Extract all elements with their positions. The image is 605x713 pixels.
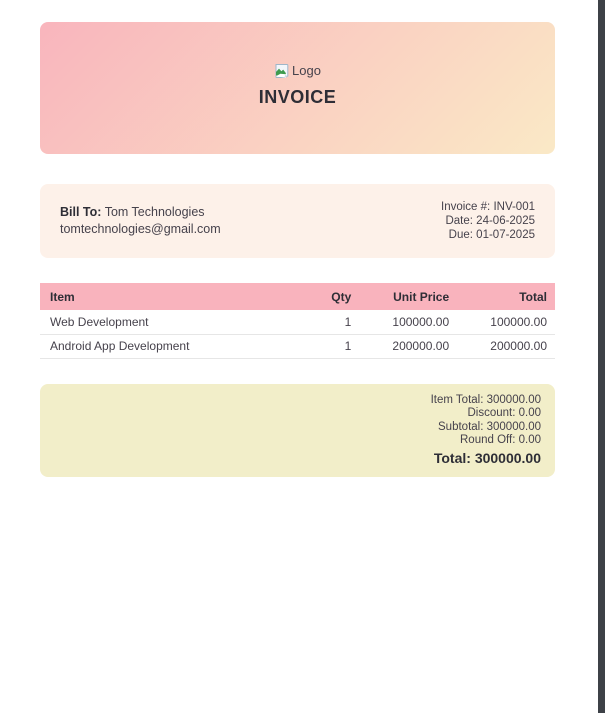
- summary-subtotal-value: 300000.00: [486, 420, 541, 433]
- item-qty-cell: 1: [282, 310, 360, 335]
- item-unit-price-cell: 100000.00: [359, 310, 458, 335]
- item-qty-cell: 1: [282, 334, 360, 359]
- item-unit-price-cell: 200000.00: [359, 334, 458, 359]
- column-header-qty: Qty: [282, 283, 360, 310]
- window-edge: [598, 0, 605, 713]
- invoice-meta-block: Invoice #: INV-001 Date: 24-06-2025 Due:…: [441, 200, 535, 242]
- summary-card: Item Total: 300000.00 Discount: 0.00 Sub…: [40, 383, 555, 477]
- column-header-unit-price: Unit Price: [359, 283, 458, 310]
- summary-subtotal-line: Subtotal: 300000.00: [54, 421, 541, 435]
- table-row: Android App Development 1 200000.00 2000…: [40, 334, 555, 359]
- grand-total-value: 300000.00: [474, 449, 541, 466]
- column-header-item: Item: [40, 283, 283, 310]
- summary-item-total-value: 300000.00: [486, 393, 541, 406]
- invoice-number-line: Invoice #: INV-001: [441, 200, 535, 214]
- item-name-cell: Web Development: [40, 310, 283, 335]
- bill-to-line: Bill To: Tom Technologies: [60, 204, 221, 221]
- bill-to-block: Bill To: Tom Technologies tomtechnologie…: [60, 204, 221, 238]
- invoice-date-label: Date:: [445, 215, 473, 227]
- table-row: Web Development 1 100000.00 100000.00: [40, 310, 555, 335]
- item-name-cell: Android App Development: [40, 334, 283, 359]
- summary-discount-label: Discount:: [467, 407, 516, 419]
- invoice-number-value: INV-001: [493, 201, 535, 213]
- invoice-header-card: Logo INVOICE: [40, 22, 555, 154]
- client-name: Tom Technologies: [104, 205, 205, 219]
- column-header-total: Total: [457, 283, 555, 310]
- summary-round-off-line: Round Off: 0.00: [54, 434, 541, 448]
- invoice-date-value: 24-06-2025: [476, 215, 535, 227]
- summary-round-off-value: 0.00: [518, 434, 541, 446]
- billing-card: Bill To: Tom Technologies tomtechnologie…: [40, 184, 555, 258]
- summary-item-total-label: Item Total:: [430, 393, 484, 406]
- invoice-due-line: Due: 01-07-2025: [441, 228, 535, 242]
- items-table: Item Qty Unit Price Total Web Developmen…: [40, 283, 555, 359]
- invoice-page: Logo INVOICE Bill To: Tom Technologies t…: [40, 0, 555, 477]
- logo-line: Logo: [274, 63, 321, 79]
- item-total-cell: 200000.00: [457, 334, 555, 359]
- summary-discount-value: 0.00: [518, 407, 541, 419]
- broken-image-icon: [274, 63, 290, 79]
- summary-round-off-label: Round Off:: [460, 434, 516, 446]
- invoice-number-label: Invoice #:: [441, 201, 491, 213]
- invoice-due-value: 01-07-2025: [476, 229, 535, 241]
- logo-alt-text: Logo: [292, 63, 321, 78]
- grand-total-line: Total: 300000.00: [54, 449, 541, 466]
- client-email: tomtechnologies@gmail.com: [60, 222, 221, 236]
- summary-item-total-line: Item Total: 300000.00: [54, 394, 541, 408]
- invoice-date-line: Date: 24-06-2025: [441, 214, 535, 228]
- grand-total-label: Total:: [433, 449, 471, 466]
- item-total-cell: 100000.00: [457, 310, 555, 335]
- bill-to-label: Bill To:: [60, 205, 102, 219]
- invoice-title: INVOICE: [258, 86, 337, 107]
- summary-subtotal-label: Subtotal:: [438, 420, 484, 433]
- invoice-due-label: Due:: [448, 229, 473, 241]
- summary-discount-line: Discount: 0.00: [54, 407, 541, 421]
- items-table-header-row: Item Qty Unit Price Total: [40, 283, 555, 310]
